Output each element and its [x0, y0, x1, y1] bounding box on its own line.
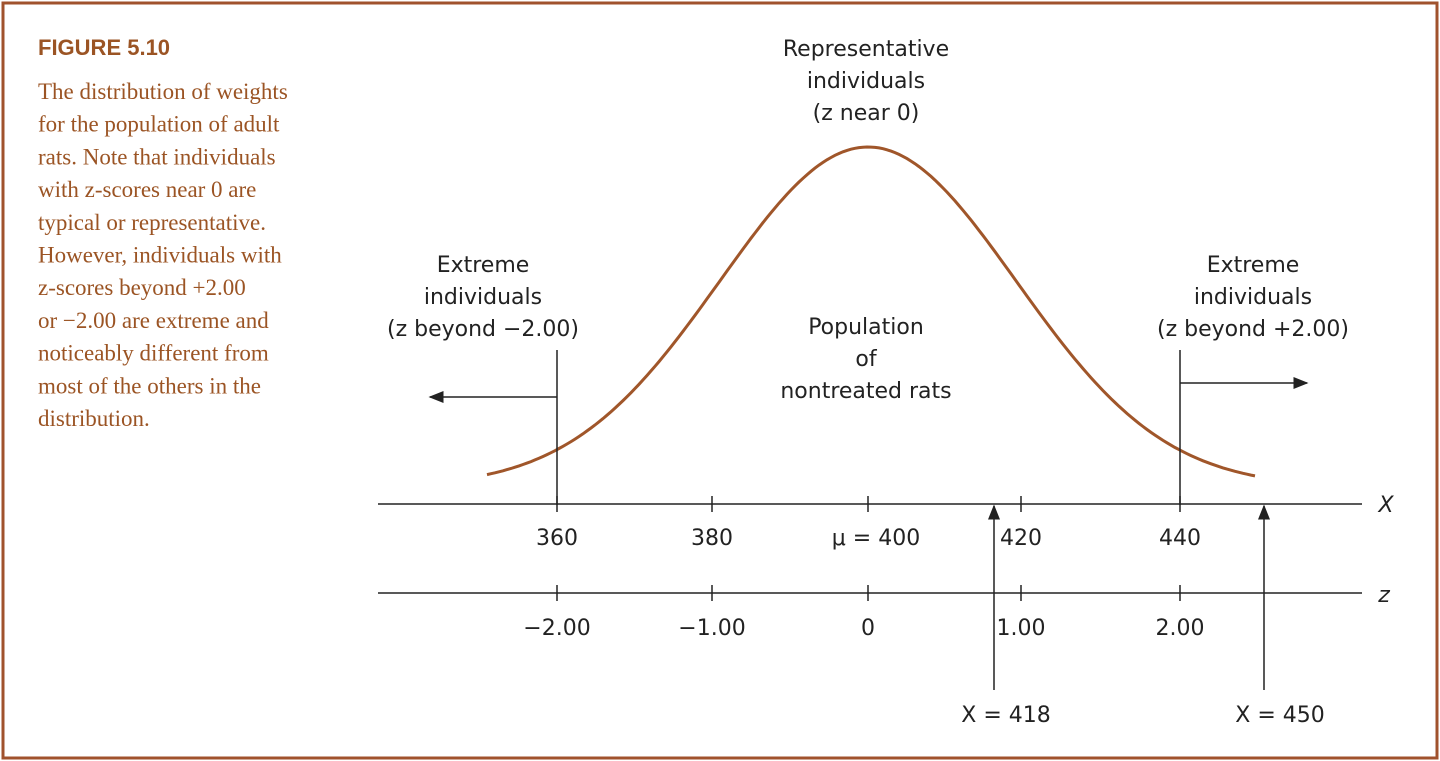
figure-label: FIGURE 5.10 — [38, 35, 170, 60]
x-tick-label: μ = 400 — [832, 526, 920, 551]
z-tick-label: −1.00 — [678, 616, 745, 641]
z-tick-label: 1.00 — [997, 616, 1046, 641]
annotation: Population — [808, 315, 924, 340]
annotation: nontreated rats — [780, 379, 951, 404]
annotation: Extreme — [437, 253, 530, 278]
annotation: individuals — [1194, 285, 1312, 310]
caption-line: However, individuals with — [38, 243, 282, 268]
caption-line: rats. Note that individuals — [38, 144, 276, 169]
z-tick-label: 2.00 — [1156, 616, 1205, 641]
z-tick-label: 0 — [861, 616, 875, 641]
caption-line: The distribution of weights — [38, 79, 288, 104]
annotation: of — [855, 347, 877, 372]
annotation: (z beyond −2.00) — [387, 317, 579, 342]
caption-line: most of the others in the — [38, 373, 261, 398]
annotation: individuals — [424, 285, 542, 310]
caption-line: for the population of adult — [38, 112, 280, 137]
caption-line: z-scores beyond +2.00 — [38, 275, 246, 300]
x-tick-label: 440 — [1159, 526, 1201, 551]
x-axis-name: X — [1377, 493, 1394, 518]
caption-line: distribution. — [38, 406, 150, 431]
normal-curve — [486, 145, 1256, 478]
annotation: (z near 0) — [813, 101, 920, 126]
annotation: Representative — [783, 37, 949, 62]
z-axis-name: z — [1377, 583, 1390, 608]
caption-line: or −2.00 are extreme and — [38, 308, 269, 333]
pointer-label: X = 450 — [1235, 703, 1324, 728]
x-tick-label: 360 — [536, 526, 578, 551]
caption-line: noticeably different from — [38, 341, 269, 366]
caption-line: typical or representative. — [38, 210, 266, 235]
caption-line: with z-scores near 0 are — [38, 177, 256, 202]
pointer-label: X = 418 — [961, 703, 1050, 728]
annotation: Extreme — [1207, 253, 1300, 278]
annotation: (z beyond +2.00) — [1157, 317, 1349, 342]
z-tick-label: −2.00 — [523, 616, 590, 641]
x-tick-label: 380 — [691, 526, 733, 551]
annotation: individuals — [807, 69, 925, 94]
x-tick-label: 420 — [1000, 526, 1042, 551]
